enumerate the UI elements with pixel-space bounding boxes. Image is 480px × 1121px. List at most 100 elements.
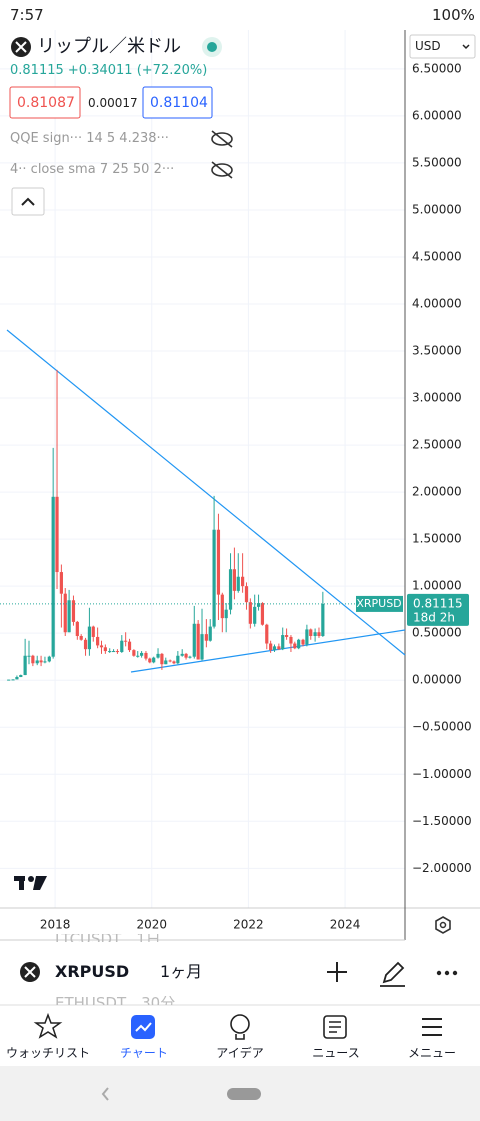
trendline: [6, 329, 406, 656]
candle-body: [59, 572, 63, 594]
nav-label[interactable]: チャート: [120, 1046, 168, 1060]
price-tag: [407, 593, 469, 626]
ask-box[interactable]: [142, 86, 213, 119]
candle-body: [293, 643, 297, 649]
settings-icon[interactable]: [435, 916, 451, 934]
interval[interactable]: 1ヶ月: [160, 962, 203, 981]
candle-body: [99, 645, 104, 648]
candle-body: [140, 652, 144, 656]
candle-body: [309, 629, 313, 637]
candle-body: [148, 658, 152, 663]
y-tick-label: 0.00000: [412, 673, 462, 687]
bid: 0.81087: [17, 95, 75, 111]
more-button[interactable]: [436, 970, 458, 976]
indicator-label: 4·· close sma 7 25 50 2···: [10, 162, 175, 177]
nav-label[interactable]: ニュース: [312, 1046, 360, 1060]
candle-body: [108, 651, 112, 653]
candle-body: [200, 634, 204, 660]
candle-body: [55, 496, 59, 573]
candle-body: [144, 652, 148, 659]
candle-body: [269, 643, 273, 651]
candle-body: [164, 660, 168, 665]
nav-label[interactable]: ウォッチリスト: [5, 1046, 90, 1060]
indicator-label: QQE sign··· 14 5 4.238···: [10, 131, 169, 146]
candle-body: [208, 626, 212, 641]
y-tick-label: 1.50000: [412, 532, 462, 546]
candle-body: [47, 656, 51, 662]
y-tick-label: 6.50000: [412, 61, 462, 75]
y-tick-label: 5.50000: [412, 155, 462, 169]
candle-body: [39, 660, 43, 663]
candle-body: [19, 675, 23, 678]
candle-body: [79, 636, 83, 640]
hide-icon[interactable]: [211, 161, 233, 179]
bid-box[interactable]: [9, 86, 81, 119]
candle-body: [127, 641, 132, 651]
candle-body: [7, 679, 11, 681]
candle-body: [212, 529, 216, 627]
candle-body: [96, 636, 100, 646]
candle-body: [35, 660, 39, 664]
ask: 0.81104: [150, 95, 208, 111]
candle-body: [172, 661, 176, 664]
currency-select[interactable]: [409, 34, 476, 59]
nav-label[interactable]: アイデア: [216, 1046, 264, 1060]
x-tick-label: 2018: [40, 918, 71, 932]
ghost-text: ETHUSDT 30分: [55, 996, 176, 1005]
candle-body: [289, 636, 293, 644]
x-tick-label: 2022: [233, 918, 264, 932]
symbol-tag-label: XRPUSD: [356, 597, 401, 610]
candle-body: [216, 529, 221, 595]
ideas-icon[interactable]: [230, 1014, 250, 1040]
y-tick-label: −0.50000: [412, 720, 472, 734]
candle-body: [260, 603, 265, 625]
candle-body: [284, 635, 289, 637]
y-tick-label: 2.50000: [412, 438, 462, 452]
candle-body: [228, 569, 233, 610]
tv-logo: [14, 876, 47, 890]
candle-body: [160, 653, 164, 665]
back-button[interactable]: [101, 1087, 109, 1101]
candle-body: [152, 657, 156, 663]
nav-label[interactable]: メニュー: [407, 1046, 456, 1060]
add-button[interactable]: [327, 962, 347, 982]
price: 0.81115: [10, 63, 64, 78]
candle-body: [176, 655, 180, 664]
symbol-sheet: [0, 940, 480, 1006]
candle-body: [51, 496, 55, 657]
candle-body: [132, 650, 136, 656]
candle-body: [27, 655, 31, 657]
candle-body: [15, 677, 19, 680]
menu-icon[interactable]: [422, 1018, 442, 1036]
candle-body: [71, 600, 76, 622]
price-line: 0.81115 +0.34011 (+72.20%): [10, 64, 207, 77]
symbol[interactable]: XRPUSD: [55, 962, 130, 981]
home-button[interactable]: [227, 1088, 261, 1100]
trendline: [130, 629, 406, 673]
change-pct: (+72.20%): [136, 63, 208, 78]
y-tick-label: 5.00000: [412, 202, 462, 216]
change: +0.34011: [67, 63, 133, 78]
news-icon[interactable]: [323, 1015, 347, 1039]
candle-body: [111, 651, 116, 653]
candle-body: [43, 661, 47, 663]
collapse-button[interactable]: [11, 187, 45, 216]
symbol-title: リップル／米ドル: [37, 36, 181, 57]
watchlist-icon[interactable]: [33, 1012, 63, 1039]
hide-icon[interactable]: [211, 130, 233, 148]
candle-body: [31, 655, 35, 664]
y-tick-label: 4.00000: [412, 296, 462, 310]
ghost-text: LTCUSDT 1日: [55, 934, 161, 942]
candle-body: [253, 606, 257, 624]
candle-body: [317, 632, 321, 637]
candle-body: [305, 629, 309, 645]
candle-body: [115, 651, 120, 653]
candle-body: [204, 634, 208, 641]
battery: 100%: [432, 6, 475, 24]
candle-body: [277, 646, 281, 650]
candle-body: [188, 656, 192, 658]
draw-button[interactable]: [380, 961, 405, 987]
candle-body: [23, 655, 27, 676]
candle-body: [192, 623, 196, 657]
